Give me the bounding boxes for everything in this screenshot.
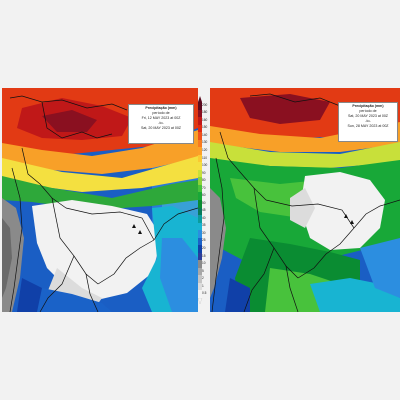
colorbar-segment bbox=[198, 200, 202, 208]
colorbar-label: 2 bbox=[202, 276, 204, 281]
precipitation-map-left: Precipitação (mm) período de Fri, 12 MAY… bbox=[2, 88, 198, 312]
colorbar-segment bbox=[198, 109, 202, 118]
colorbar-segment bbox=[198, 102, 202, 110]
legend-subtitle: período de bbox=[152, 111, 170, 115]
colorbar-label: 45 bbox=[202, 208, 206, 213]
colorbar-label: 80 bbox=[202, 178, 206, 183]
colorbar-segment bbox=[198, 290, 202, 299]
colorbar-label: 140 bbox=[202, 132, 208, 137]
colorbar-segment bbox=[198, 132, 202, 140]
colorbar-segment bbox=[198, 184, 202, 193]
colorbar-label: 25 bbox=[202, 238, 206, 243]
legend-to: Sun, 28 MAY 2023 at 00Z bbox=[347, 124, 389, 128]
colorbar-segment bbox=[198, 207, 202, 216]
colorbar-label: 90 bbox=[202, 170, 206, 175]
colorbar-label: 160 bbox=[202, 117, 208, 122]
legend-to: Sat, 20 MAY 2023 at 00Z bbox=[140, 126, 182, 130]
colorbar-segment bbox=[198, 162, 202, 171]
colorbar-label: 40 bbox=[202, 215, 206, 220]
colorbar-segment bbox=[198, 147, 202, 156]
colorbar-label: 60 bbox=[202, 193, 206, 198]
legend-sep: -to- bbox=[365, 119, 371, 123]
colorbar-label: 30 bbox=[202, 230, 206, 235]
legend-sep: -to- bbox=[158, 121, 164, 125]
colorbar-segment bbox=[198, 282, 202, 291]
colorbar-label: 15 bbox=[202, 253, 206, 258]
city-markers-left bbox=[132, 224, 142, 234]
colorbar-segment bbox=[198, 245, 202, 254]
colorbar-segment bbox=[198, 169, 202, 178]
colorbar-segment bbox=[198, 215, 202, 223]
colorbar-label: 100 bbox=[202, 163, 208, 168]
colorbar-label: 130 bbox=[202, 140, 208, 145]
colorbar-label: 10 bbox=[202, 261, 206, 266]
colorbar-label: 20 bbox=[202, 246, 206, 250]
colorbar-label: 200 bbox=[202, 102, 208, 107]
colorbar-label: 1 bbox=[202, 283, 204, 288]
legend-title: Precipitação (mm) bbox=[352, 104, 384, 108]
colorbar-segment bbox=[198, 230, 202, 238]
colorbar-segment bbox=[198, 139, 202, 148]
colorbar-segment bbox=[198, 124, 202, 133]
legend-left: Precipitação (mm) período de Fri, 12 MAY… bbox=[128, 104, 194, 144]
colorbar-top-cap bbox=[198, 96, 202, 102]
colorbar-label: 150 bbox=[202, 125, 208, 130]
colorbar-segment bbox=[198, 154, 202, 163]
colorbar-label: 0.5 bbox=[202, 291, 207, 296]
colorbar-segment bbox=[198, 237, 202, 246]
colorbar-label: 180 bbox=[202, 110, 208, 115]
colorbar-segment bbox=[198, 222, 202, 231]
colorbar-label: 110 bbox=[202, 155, 208, 160]
legend-title: Precipitação (mm) bbox=[145, 106, 177, 110]
colorbar-segment bbox=[198, 252, 202, 261]
colorbar-segment bbox=[198, 260, 202, 269]
legend-from: Sat, 20 MAY 2023 at 00Z bbox=[347, 114, 389, 118]
colorbar-label: 35 bbox=[202, 223, 206, 228]
colorbar-label: 120 bbox=[202, 148, 208, 152]
colorbar-label: 70 bbox=[202, 185, 206, 190]
colorbar-segment bbox=[198, 192, 202, 201]
colorbar-segment bbox=[198, 267, 202, 276]
legend-from: Fri, 12 MAY 2023 at 00Z bbox=[141, 116, 181, 120]
colorbar-labels: 200 180 160 150 140 130 120 110 100 90 80 70 60 50 45 4… bbox=[202, 100, 208, 300]
colorbar-segment bbox=[198, 275, 202, 284]
legend-subtitle: período de bbox=[359, 109, 377, 113]
colorbar-label: 5 bbox=[202, 268, 204, 273]
legend-right: Precipitação (mm) período de Sat, 20 MAY… bbox=[338, 102, 398, 142]
precipitation-colorbar: 200 180 160 150 140 130 120 110 100 90 80 70 60 50 45 4… bbox=[197, 88, 208, 312]
colorbar-strip bbox=[198, 102, 202, 299]
precipitation-map-right: Precipitação (mm) período de Sat, 20 MAY… bbox=[210, 88, 400, 312]
colorbar-segment bbox=[198, 117, 202, 125]
city-markers-right bbox=[344, 214, 354, 224]
colorbar-segment bbox=[198, 177, 202, 186]
colorbar-label: 50 bbox=[202, 200, 206, 205]
